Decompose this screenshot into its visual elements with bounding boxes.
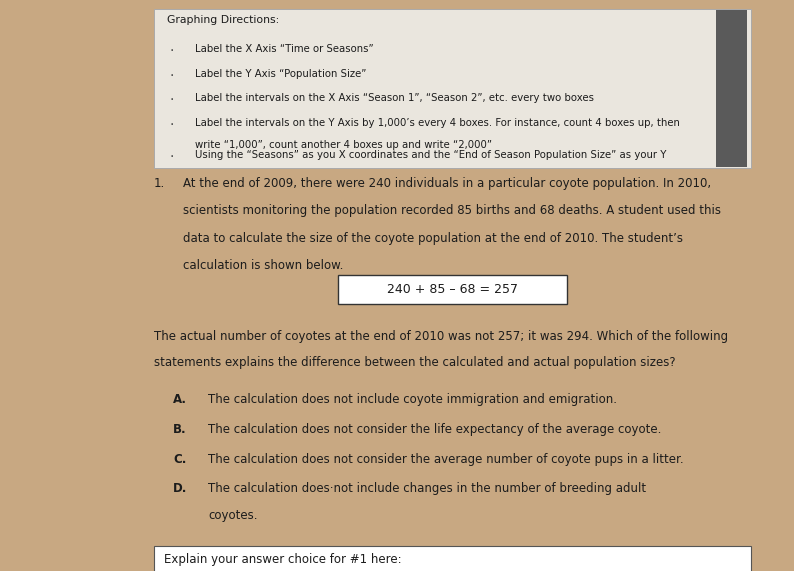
Text: Label the intervals on the X Axis “Season 1”, “Season 2”, etc. every two boxes: Label the intervals on the X Axis “Seaso… — [195, 93, 595, 103]
FancyBboxPatch shape — [716, 10, 746, 167]
Text: 240 + 85 – 68 = 257: 240 + 85 – 68 = 257 — [387, 283, 518, 296]
Text: Label the X Axis “Time or Seasons”: Label the X Axis “Time or Seasons” — [195, 44, 374, 54]
FancyBboxPatch shape — [154, 546, 751, 571]
Text: 1.: 1. — [154, 177, 165, 190]
Text: D.: D. — [173, 482, 187, 496]
Text: coyotes.: coyotes. — [208, 509, 257, 522]
Text: ·: · — [170, 93, 175, 107]
Text: The calculation does not consider the average number of coyote pups in a litter.: The calculation does not consider the av… — [208, 453, 684, 466]
Text: A.: A. — [173, 393, 187, 407]
Text: Label the Y Axis “Population Size”: Label the Y Axis “Population Size” — [195, 69, 367, 79]
FancyBboxPatch shape — [154, 9, 751, 168]
Text: Graphing Directions:: Graphing Directions: — [167, 15, 279, 26]
Text: Label the intervals on the Y Axis by 1,000’s every 4 boxes. For instance, count : Label the intervals on the Y Axis by 1,0… — [195, 118, 680, 128]
Text: statements explains the difference between the calculated and actual population : statements explains the difference betwe… — [154, 356, 676, 369]
Text: ·: · — [170, 44, 175, 58]
Text: write “1,000”, count another 4 boxes up and write “2,000”: write “1,000”, count another 4 boxes up … — [195, 140, 492, 150]
FancyBboxPatch shape — [338, 275, 567, 304]
Text: The calculation does not consider the life expectancy of the average coyote.: The calculation does not consider the li… — [208, 423, 661, 436]
Text: The calculation does·not include changes in the number of breeding adult: The calculation does·not include changes… — [208, 482, 646, 496]
Text: B.: B. — [173, 423, 187, 436]
Text: calculation is shown below.: calculation is shown below. — [183, 259, 343, 272]
Text: ·: · — [170, 69, 175, 83]
Text: data to calculate the size of the coyote population at the end of 2010. The stud: data to calculate the size of the coyote… — [183, 232, 683, 245]
Text: ·: · — [170, 118, 175, 132]
Text: At the end of 2009, there were 240 individuals in a particular coyote population: At the end of 2009, there were 240 indiv… — [183, 177, 711, 190]
Text: ·: · — [170, 150, 175, 164]
Text: Using the “Seasons” as you X coordinates and the “End of Season Population Size”: Using the “Seasons” as you X coordinates… — [195, 150, 667, 160]
Text: C.: C. — [173, 453, 187, 466]
Text: The actual number of coyotes at the end of 2010 was not 257; it was 294. Which o: The actual number of coyotes at the end … — [154, 330, 728, 343]
Text: scientists monitoring the population recorded 85 births and 68 deaths. A student: scientists monitoring the population rec… — [183, 204, 721, 218]
Text: The calculation does not include coyote immigration and emigration.: The calculation does not include coyote … — [208, 393, 617, 407]
Text: Explain your answer choice for #1 here:: Explain your answer choice for #1 here: — [164, 553, 401, 566]
